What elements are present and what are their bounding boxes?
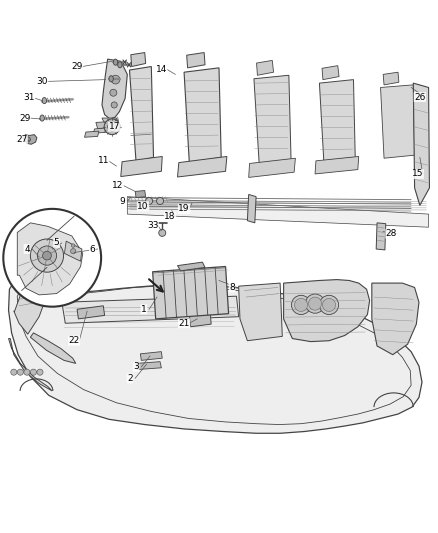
Circle shape <box>111 102 117 108</box>
Circle shape <box>111 75 120 84</box>
Text: 19: 19 <box>178 204 190 213</box>
Circle shape <box>146 198 152 205</box>
Ellipse shape <box>113 59 118 65</box>
Circle shape <box>71 248 76 254</box>
Polygon shape <box>254 75 291 164</box>
Polygon shape <box>85 131 99 138</box>
Circle shape <box>104 119 120 135</box>
Text: 9: 9 <box>119 197 125 206</box>
Polygon shape <box>319 79 355 161</box>
Polygon shape <box>141 352 162 360</box>
Ellipse shape <box>40 115 44 121</box>
Circle shape <box>156 198 163 205</box>
Circle shape <box>24 369 30 375</box>
Text: 21: 21 <box>178 319 190 328</box>
Polygon shape <box>93 128 110 133</box>
Circle shape <box>291 295 311 314</box>
Text: 29: 29 <box>71 62 83 71</box>
Polygon shape <box>130 67 153 161</box>
Polygon shape <box>102 59 127 119</box>
Polygon shape <box>102 118 119 123</box>
Polygon shape <box>136 362 161 369</box>
Text: 26: 26 <box>414 93 426 102</box>
Circle shape <box>159 229 166 236</box>
Circle shape <box>322 298 336 311</box>
Text: 28: 28 <box>386 229 397 238</box>
Text: 8: 8 <box>229 283 235 292</box>
Polygon shape <box>17 223 83 295</box>
Text: 33: 33 <box>147 221 159 230</box>
Text: 18: 18 <box>164 212 176 221</box>
Circle shape <box>30 239 64 272</box>
Text: 1: 1 <box>141 305 147 314</box>
Polygon shape <box>376 223 386 250</box>
Polygon shape <box>284 280 370 342</box>
Polygon shape <box>121 157 162 176</box>
Text: 29: 29 <box>19 114 30 123</box>
Ellipse shape <box>109 76 113 82</box>
Polygon shape <box>152 266 229 319</box>
Text: 30: 30 <box>36 77 48 86</box>
Text: 11: 11 <box>98 156 109 165</box>
Polygon shape <box>22 135 37 144</box>
Polygon shape <box>14 284 48 334</box>
Circle shape <box>319 295 339 314</box>
Polygon shape <box>135 190 146 198</box>
Polygon shape <box>189 312 211 327</box>
Circle shape <box>30 369 36 375</box>
Polygon shape <box>247 195 256 223</box>
Text: 6: 6 <box>89 245 95 254</box>
Text: 2: 2 <box>127 374 133 383</box>
Text: 12: 12 <box>112 181 124 190</box>
Text: 15: 15 <box>412 169 424 179</box>
Circle shape <box>42 251 51 260</box>
Circle shape <box>37 369 43 375</box>
Text: 3: 3 <box>133 362 139 372</box>
Polygon shape <box>177 157 227 177</box>
Circle shape <box>305 294 325 313</box>
Polygon shape <box>30 333 76 364</box>
Text: 31: 31 <box>23 93 35 102</box>
Polygon shape <box>257 60 274 75</box>
Polygon shape <box>64 241 82 261</box>
Polygon shape <box>131 53 146 67</box>
Polygon shape <box>127 197 428 227</box>
Text: 22: 22 <box>68 336 80 345</box>
Circle shape <box>110 89 117 96</box>
Polygon shape <box>249 158 295 177</box>
Polygon shape <box>96 122 113 128</box>
Polygon shape <box>177 262 205 271</box>
Polygon shape <box>77 306 105 319</box>
Text: 4: 4 <box>24 245 30 254</box>
Polygon shape <box>62 296 239 323</box>
Polygon shape <box>187 53 205 68</box>
Circle shape <box>37 246 57 265</box>
Polygon shape <box>383 72 399 85</box>
Polygon shape <box>239 283 283 341</box>
Polygon shape <box>413 83 429 205</box>
Circle shape <box>108 123 117 131</box>
Polygon shape <box>184 68 221 163</box>
Circle shape <box>71 244 75 247</box>
Circle shape <box>25 137 30 142</box>
Text: 27: 27 <box>16 135 27 144</box>
Polygon shape <box>315 157 359 174</box>
Circle shape <box>11 369 17 375</box>
Text: 14: 14 <box>155 64 167 74</box>
Polygon shape <box>381 85 415 158</box>
Circle shape <box>17 369 23 375</box>
Circle shape <box>4 209 101 306</box>
Ellipse shape <box>42 98 46 103</box>
Ellipse shape <box>118 62 122 68</box>
Circle shape <box>308 297 321 310</box>
Circle shape <box>294 298 307 311</box>
Polygon shape <box>322 66 339 79</box>
Polygon shape <box>9 275 422 433</box>
Text: 5: 5 <box>54 238 60 247</box>
Polygon shape <box>372 283 419 354</box>
Polygon shape <box>9 338 52 391</box>
Text: 10: 10 <box>137 202 149 211</box>
Text: 17: 17 <box>109 122 120 131</box>
